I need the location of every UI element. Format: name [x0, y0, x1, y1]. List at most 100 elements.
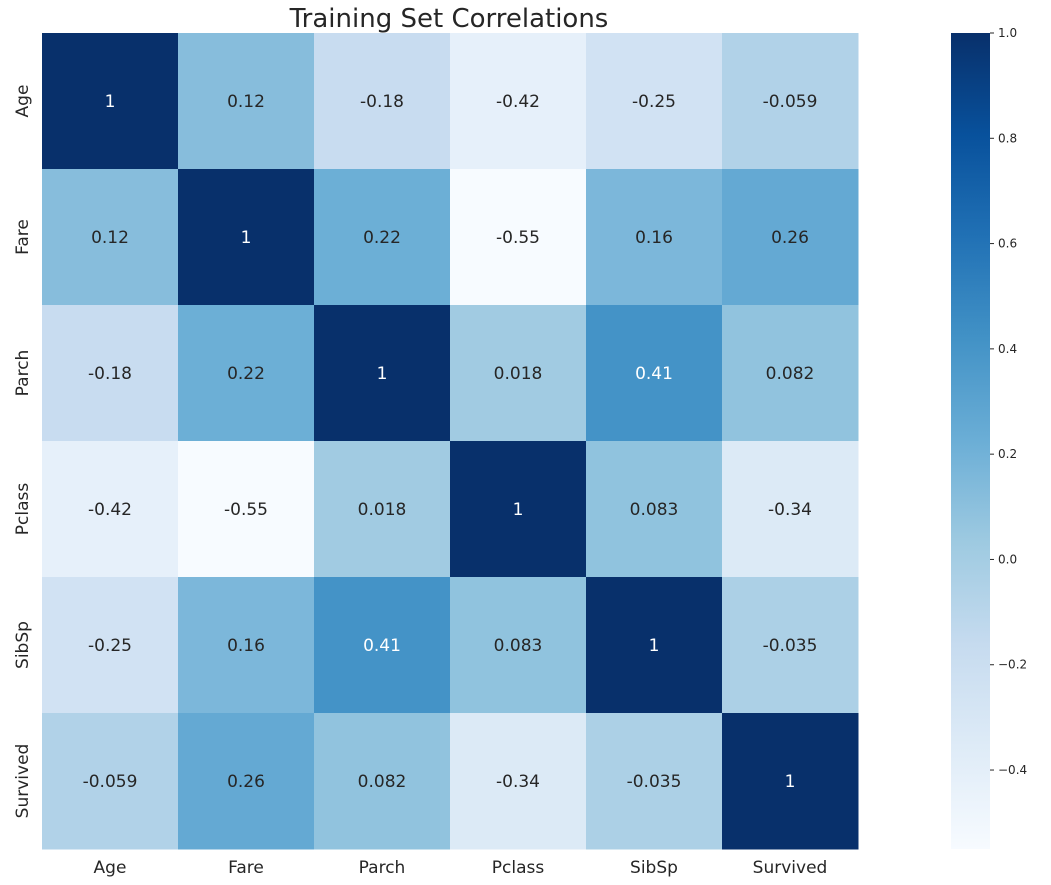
heatmap-cell: [42, 169, 179, 306]
cell-value-label: 1: [785, 772, 796, 792]
cell-value-label: -0.059: [83, 772, 138, 792]
cell-value-label: -0.18: [360, 92, 404, 112]
heatmap-cell: [178, 33, 315, 170]
heatmap-cell: [586, 169, 723, 306]
cell-value-label: -0.42: [496, 92, 540, 112]
cell-value-label: 0.018: [494, 364, 543, 384]
heatmap-cell: [42, 441, 179, 578]
x-tick-label: Parch: [359, 858, 406, 878]
heatmap-cell: [722, 305, 859, 442]
heatmap-cell: [450, 33, 587, 170]
cell-value-label: 0.082: [766, 364, 815, 384]
x-tick-label: Fare: [228, 858, 264, 878]
heatmap-cell: [450, 713, 587, 850]
heatmap-cell: [450, 577, 587, 714]
x-tick-label: Age: [94, 858, 127, 878]
heatmap-cell: [314, 169, 451, 306]
heatmap-cell: [178, 305, 315, 442]
cell-value-label: 0.22: [363, 228, 401, 248]
chart-title: Training Set Correlations: [289, 4, 609, 34]
heatmap-cell: [722, 441, 859, 578]
colorbar-tick-label: −0.4: [998, 763, 1027, 777]
cell-value-label: 0.083: [630, 500, 679, 520]
colorbar-tick-label: 0.2: [998, 447, 1017, 461]
cell-value-label: 0.41: [363, 636, 401, 656]
cell-value-label: 0.082: [358, 772, 407, 792]
colorbar-tick-label: 0.8: [998, 131, 1017, 145]
heatmap-cell: [722, 577, 859, 714]
heatmap-cell: [178, 577, 315, 714]
cell-value-label: -0.035: [627, 772, 682, 792]
heatmap-cell: [722, 169, 859, 306]
heatmap-cell: [586, 305, 723, 442]
cell-value-label: 0.41: [635, 364, 673, 384]
cell-value-label: -0.25: [88, 636, 132, 656]
heatmap-annotations: 1 0.12 -0.18 -0.42 -0.25 -0.059 0.12 1 0.22 -0.55…: [83, 92, 818, 792]
heatmap-cell: [42, 305, 179, 442]
x-tick-label: SibSp: [630, 858, 678, 878]
heatmap-cell: [314, 713, 451, 850]
heatmap-cell: [314, 441, 451, 578]
colorbar-tick-label: 0.0: [998, 552, 1017, 566]
cell-value-label: 1: [649, 636, 660, 656]
cell-value-label: -0.55: [224, 500, 268, 520]
cell-value-label: 1: [513, 500, 524, 520]
y-tick-label: Age: [13, 85, 33, 118]
heatmap-cell: [178, 441, 315, 578]
cell-value-label: -0.34: [768, 500, 812, 520]
heatmap-cells: [42, 33, 859, 850]
cell-value-label: 0.018: [358, 500, 407, 520]
heatmap-cell: [586, 713, 723, 850]
y-tick-label: Parch: [13, 350, 33, 397]
cell-value-label: -0.34: [496, 772, 540, 792]
heatmap-cell: [450, 305, 587, 442]
heatmap-cell: [722, 33, 859, 170]
y-tick-labels: Age Fare Parch Pclass SibSp Survived: [13, 85, 33, 819]
heatmap-cell: [586, 577, 723, 714]
heatmap-cell: [178, 169, 315, 306]
colorbar: 1.0 0.8 0.6 0.4 0.2 0.0 −0.2 −0.4: [951, 26, 1027, 849]
heatmap-cell: [42, 33, 179, 170]
heatmap-cell: [314, 33, 451, 170]
heatmap-cell: [42, 577, 179, 714]
cell-value-label: 1: [377, 364, 388, 384]
cell-value-label: 0.083: [494, 636, 543, 656]
y-tick-label: Survived: [13, 744, 33, 819]
cell-value-label: 0.26: [227, 772, 265, 792]
x-tick-label: Pclass: [492, 858, 545, 878]
heatmap-cell: [314, 305, 451, 442]
cell-value-label: 1: [105, 92, 116, 112]
heatmap-cell: [450, 441, 587, 578]
heatmap-cell: [178, 713, 315, 850]
cell-value-label: -0.035: [763, 636, 818, 656]
cell-value-label: 0.16: [227, 636, 265, 656]
colorbar-tick-label: 0.6: [998, 237, 1017, 251]
heatmap-cell: [314, 577, 451, 714]
cell-value-label: -0.42: [88, 500, 132, 520]
cell-value-label: 0.12: [227, 92, 265, 112]
colorbar-tick-label: −0.2: [998, 658, 1027, 672]
cell-value-label: 1: [241, 228, 252, 248]
heatmap-cell: [722, 713, 859, 850]
cell-value-label: -0.55: [496, 228, 540, 248]
y-tick-label: Pclass: [13, 483, 33, 536]
cell-value-label: -0.25: [632, 92, 676, 112]
heatmap-cell: [42, 713, 179, 850]
y-tick-label: SibSp: [13, 621, 33, 669]
heatmap-cell: [586, 33, 723, 170]
cell-value-label: 0.26: [771, 228, 809, 248]
cell-value-label: 0.12: [91, 228, 129, 248]
heatmap-cell: [586, 441, 723, 578]
cell-value-label: -0.18: [88, 364, 132, 384]
cell-value-label: -0.059: [763, 92, 818, 112]
cell-value-label: 0.16: [635, 228, 673, 248]
x-tick-label: Survived: [753, 858, 828, 878]
heatmap-cell: [450, 169, 587, 306]
y-tick-label: Fare: [13, 219, 33, 255]
colorbar-tick-label: 1.0: [998, 26, 1017, 40]
cell-value-label: 0.22: [227, 364, 265, 384]
colorbar-tick-label: 0.4: [998, 342, 1017, 356]
x-tick-labels: Age Fare Parch Pclass SibSp Survived: [94, 858, 828, 878]
